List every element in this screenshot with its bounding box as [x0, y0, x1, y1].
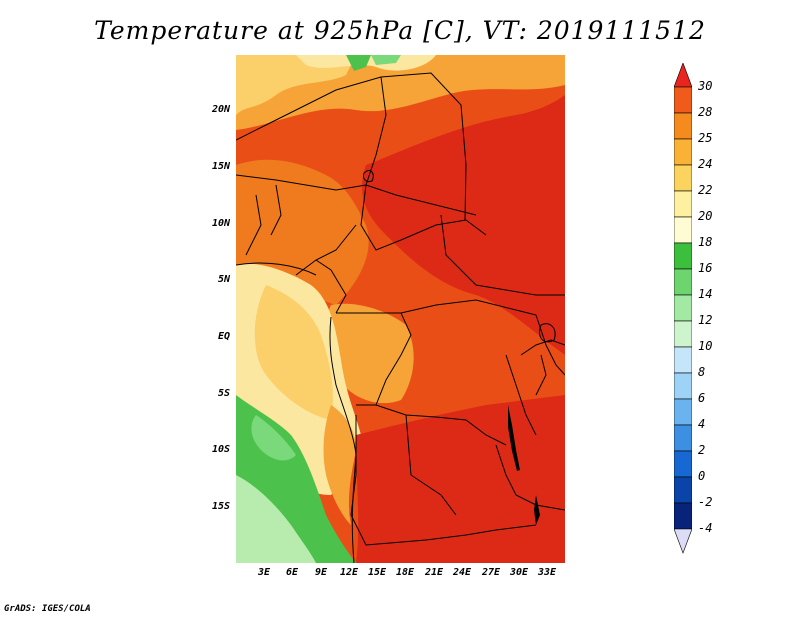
country-borders: [236, 72, 565, 546]
lon-label-24e: 24E: [452, 567, 472, 578]
coastline-west: [236, 262, 357, 563]
colorbar-swatch: [674, 346, 692, 374]
colorbar-swatch: [674, 294, 692, 322]
colorbar-label: 8: [698, 365, 706, 379]
colorbar-swatch: [674, 216, 692, 244]
colorbar-swatch: [674, 372, 692, 400]
colorbar-swatch: [674, 190, 692, 218]
colorbar-swatch: [674, 164, 692, 192]
lon-label-27e: 27E: [481, 567, 501, 578]
colorbar-label: 20: [698, 209, 713, 223]
colorbar-label: 6: [698, 391, 706, 405]
colorbar-label: 16: [698, 261, 713, 275]
field-hot-central: [362, 95, 565, 355]
lake-victoria: [539, 323, 556, 343]
lake-chad: [363, 170, 374, 182]
colorbar-swatch: [674, 86, 692, 114]
colorbar-swatch: [674, 476, 692, 504]
colorbar: [674, 63, 692, 554]
chart-title: Temperature at 925hPa [C], VT: 201911151…: [94, 16, 706, 45]
lon-label-15e: 15E: [367, 567, 387, 578]
colorbar-swatch: [674, 138, 692, 166]
colorbar-label: 28: [698, 105, 713, 119]
lat-label-5n: 5N: [217, 274, 230, 285]
colorbar-label: 12: [698, 313, 713, 327]
lake-tanganyika: [508, 405, 520, 471]
lon-label-33e: 33E: [537, 567, 557, 578]
lat-label-20n: 20N: [211, 104, 230, 115]
grads-credit: GrADS: IGES/COLA: [4, 604, 91, 614]
lat-label-15s: 15S: [211, 501, 230, 512]
colorbar-swatch: [674, 242, 692, 270]
colorbar-swatch: [674, 502, 692, 530]
colorbar-label: 10: [698, 339, 713, 353]
colorbar-label: -2: [698, 495, 713, 509]
colorbar-label: 0: [698, 469, 706, 483]
colorbar-label: 25: [698, 131, 713, 145]
lon-label-30e: 30E: [509, 567, 529, 578]
lon-label-21e: 21E: [424, 567, 444, 578]
field-yellow-coast: [254, 285, 333, 420]
field-lightgreen-southwest: [236, 475, 316, 563]
lon-label-6e: 6E: [285, 567, 299, 578]
colorbar-swatch: [674, 398, 692, 426]
colorbar-bottom-triangle: [674, 528, 692, 554]
colorbar-label: 24: [698, 157, 713, 171]
colorbar-swatch: [674, 320, 692, 348]
field-greenmid-top: [371, 55, 401, 65]
colorbar-label: 18: [698, 235, 713, 249]
colorbar-swatch: [674, 268, 692, 296]
colorbar-swatch: [674, 424, 692, 452]
field-yellow-north: [236, 55, 356, 115]
colorbar-label: 22: [698, 183, 713, 197]
colorbar-swatch: [674, 450, 692, 478]
colorbar-label: 4: [698, 417, 706, 431]
lon-label-9e: 9E: [314, 567, 328, 578]
colorbar-label: 14: [698, 287, 713, 301]
field-amber-southcoast: [323, 405, 356, 525]
field-amber-congo: [325, 303, 414, 404]
lat-label-5s: 5S: [217, 388, 230, 399]
colorbar-swatch: [674, 112, 692, 140]
colorbar-top-triangle: [674, 63, 692, 88]
colorbar-label: -4: [698, 521, 713, 535]
lat-label-eq: EQ: [217, 331, 230, 342]
field-green-top: [346, 55, 371, 71]
colorbar-label: 2: [698, 443, 706, 457]
lat-label-15n: 15N: [211, 161, 230, 172]
lake-malawi: [534, 495, 540, 525]
lat-label-10s: 10S: [211, 444, 230, 455]
temperature-map: [236, 55, 565, 563]
field-greenmid-southwest: [251, 415, 296, 461]
colorbar-label: 30: [698, 79, 713, 93]
lon-label-12e: 12E: [339, 567, 359, 578]
lon-label-3e: 3E: [257, 567, 271, 578]
lon-label-18e: 18E: [395, 567, 415, 578]
lat-label-10n: 10N: [211, 218, 230, 229]
